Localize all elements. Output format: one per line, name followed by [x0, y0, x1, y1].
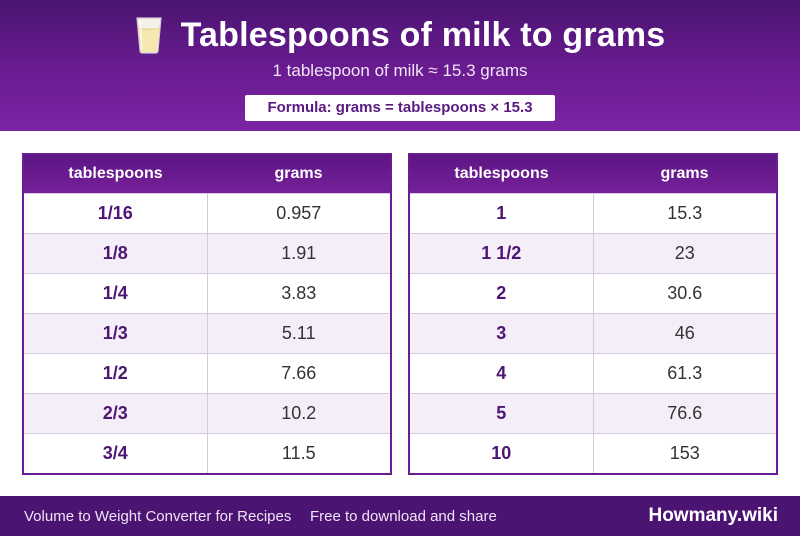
- column-header-grams: grams: [207, 154, 391, 194]
- grams-cell: 10.2: [207, 393, 391, 434]
- page-title: Tablespoons of milk to grams: [180, 15, 666, 54]
- table-row: 3/4 11.5: [23, 433, 391, 474]
- grams-cell: 153: [593, 433, 777, 474]
- table-header-row: tablespoons grams: [409, 154, 777, 194]
- tablespoons-cell: 10: [409, 433, 594, 474]
- grams-cell: 5.11: [207, 313, 391, 354]
- tablespoons-cell: 3/4: [23, 433, 208, 474]
- tablespoons-cell: 4: [409, 353, 594, 394]
- tablespoons-cell: 5: [409, 393, 594, 434]
- grams-cell: 1.91: [207, 233, 391, 274]
- brand-logo-text[interactable]: Howmany.wiki: [648, 505, 778, 526]
- table-row: 10 153: [409, 433, 777, 474]
- tablespoons-cell: 1 1/2: [409, 233, 594, 274]
- grams-cell: 61.3: [593, 353, 777, 394]
- footer-bar: Volume to Weight Converter for Recipes F…: [0, 496, 800, 536]
- tablespoons-cell: 2/3: [23, 393, 208, 434]
- table-header-row: tablespoons grams: [23, 154, 391, 194]
- tablespoons-cell: 1/2: [23, 353, 208, 394]
- column-header-grams: grams: [593, 154, 777, 194]
- table-row: 2 30.6: [409, 273, 777, 314]
- table-row: 5 76.6: [409, 393, 777, 434]
- tablespoons-cell: 3: [409, 313, 594, 354]
- title-row: Tablespoons of milk to grams: [0, 14, 800, 56]
- formula-box: Formula: grams = tablespoons × 15.3: [245, 95, 555, 121]
- tablespoons-cell: 1/16: [23, 193, 208, 234]
- grams-cell: 30.6: [593, 273, 777, 314]
- table-row: 4 61.3: [409, 353, 777, 394]
- table-row: 1/16 0.957: [23, 193, 391, 234]
- tablespoons-cell: 1/4: [23, 273, 208, 314]
- footer-text-left: Volume to Weight Converter for Recipes: [24, 508, 292, 525]
- grams-cell: 15.3: [593, 193, 777, 234]
- grams-cell: 3.83: [207, 273, 391, 314]
- grams-cell: 23: [593, 233, 777, 274]
- table-row: 3 46: [409, 313, 777, 354]
- table-row: 1 1/2 23: [409, 233, 777, 274]
- table-row: 1/3 5.11: [23, 313, 391, 354]
- subtitle: 1 tablespoon of milk ≈ 15.3 grams: [272, 61, 528, 80]
- conversion-table-right: tablespoons grams 1 15.3 1 1/2 23 2 30.6…: [408, 153, 778, 475]
- tablespoons-cell: 1: [409, 193, 594, 234]
- table-row: 2/3 10.2: [23, 393, 391, 434]
- footer-text-mid: Free to download and share: [310, 508, 497, 525]
- grams-cell: 76.6: [593, 393, 777, 434]
- conversion-table-left: tablespoons grams 1/16 0.957 1/8 1.91 1/…: [22, 153, 392, 475]
- grams-cell: 0.957: [207, 193, 391, 234]
- table-row: 1 15.3: [409, 193, 777, 234]
- tablespoons-cell: 2: [409, 273, 594, 314]
- grams-cell: 7.66: [207, 353, 391, 394]
- table-row: 1/4 3.83: [23, 273, 391, 314]
- grams-cell: 46: [593, 313, 777, 354]
- column-header-tablespoons: tablespoons: [23, 154, 207, 194]
- tablespoons-cell: 1/8: [23, 233, 208, 274]
- tablespoons-cell: 1/3: [23, 313, 208, 354]
- column-header-tablespoons: tablespoons: [409, 154, 593, 194]
- table-row: 1/8 1.91: [23, 233, 391, 274]
- table-row: 1/2 7.66: [23, 353, 391, 394]
- grams-cell: 11.5: [207, 433, 391, 474]
- header-banner: Tablespoons of milk to grams 1 tablespoo…: [0, 0, 800, 131]
- milk-glass-icon: [135, 17, 162, 54]
